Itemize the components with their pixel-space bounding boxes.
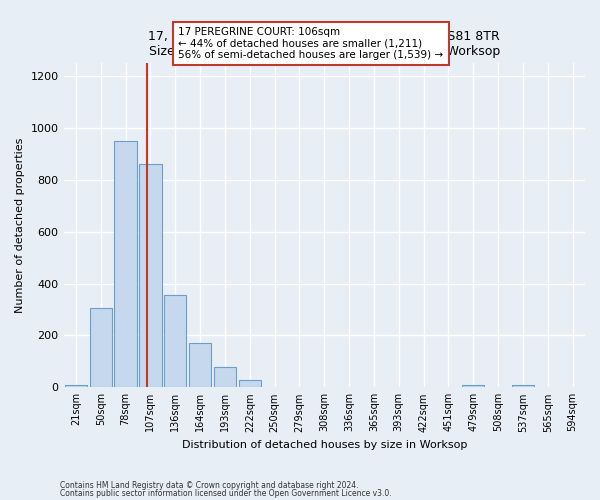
Bar (512, 384, 534, 388)
Text: 17 PEREGRINE COURT: 106sqm
← 44% of detached houses are smaller (1,211)
56% of s: 17 PEREGRINE COURT: 106sqm ← 44% of deta… (178, 27, 443, 60)
Title: 17, PEREGRINE COURT, GATEFORD, WORKSOP, S81 8TR
Size of property relative to det: 17, PEREGRINE COURT, GATEFORD, WORKSOP, … (148, 30, 500, 58)
X-axis label: Distribution of detached houses by size in Worksop: Distribution of detached houses by size … (182, 440, 467, 450)
Text: Contains HM Land Registry data © Crown copyright and database right 2024.: Contains HM Land Registry data © Crown c… (60, 480, 359, 490)
Text: Contains public sector information licensed under the Open Government Licence v3: Contains public sector information licen… (60, 489, 392, 498)
Bar (115, 141, 137, 388)
Bar (214, 366, 236, 388)
Bar (65, 384, 87, 388)
Bar (239, 380, 261, 388)
Bar (462, 384, 484, 388)
Bar (139, 164, 161, 388)
Y-axis label: Number of detached properties: Number of detached properties (15, 138, 25, 313)
Bar (89, 308, 112, 388)
Bar (164, 296, 187, 388)
Bar (189, 343, 211, 388)
